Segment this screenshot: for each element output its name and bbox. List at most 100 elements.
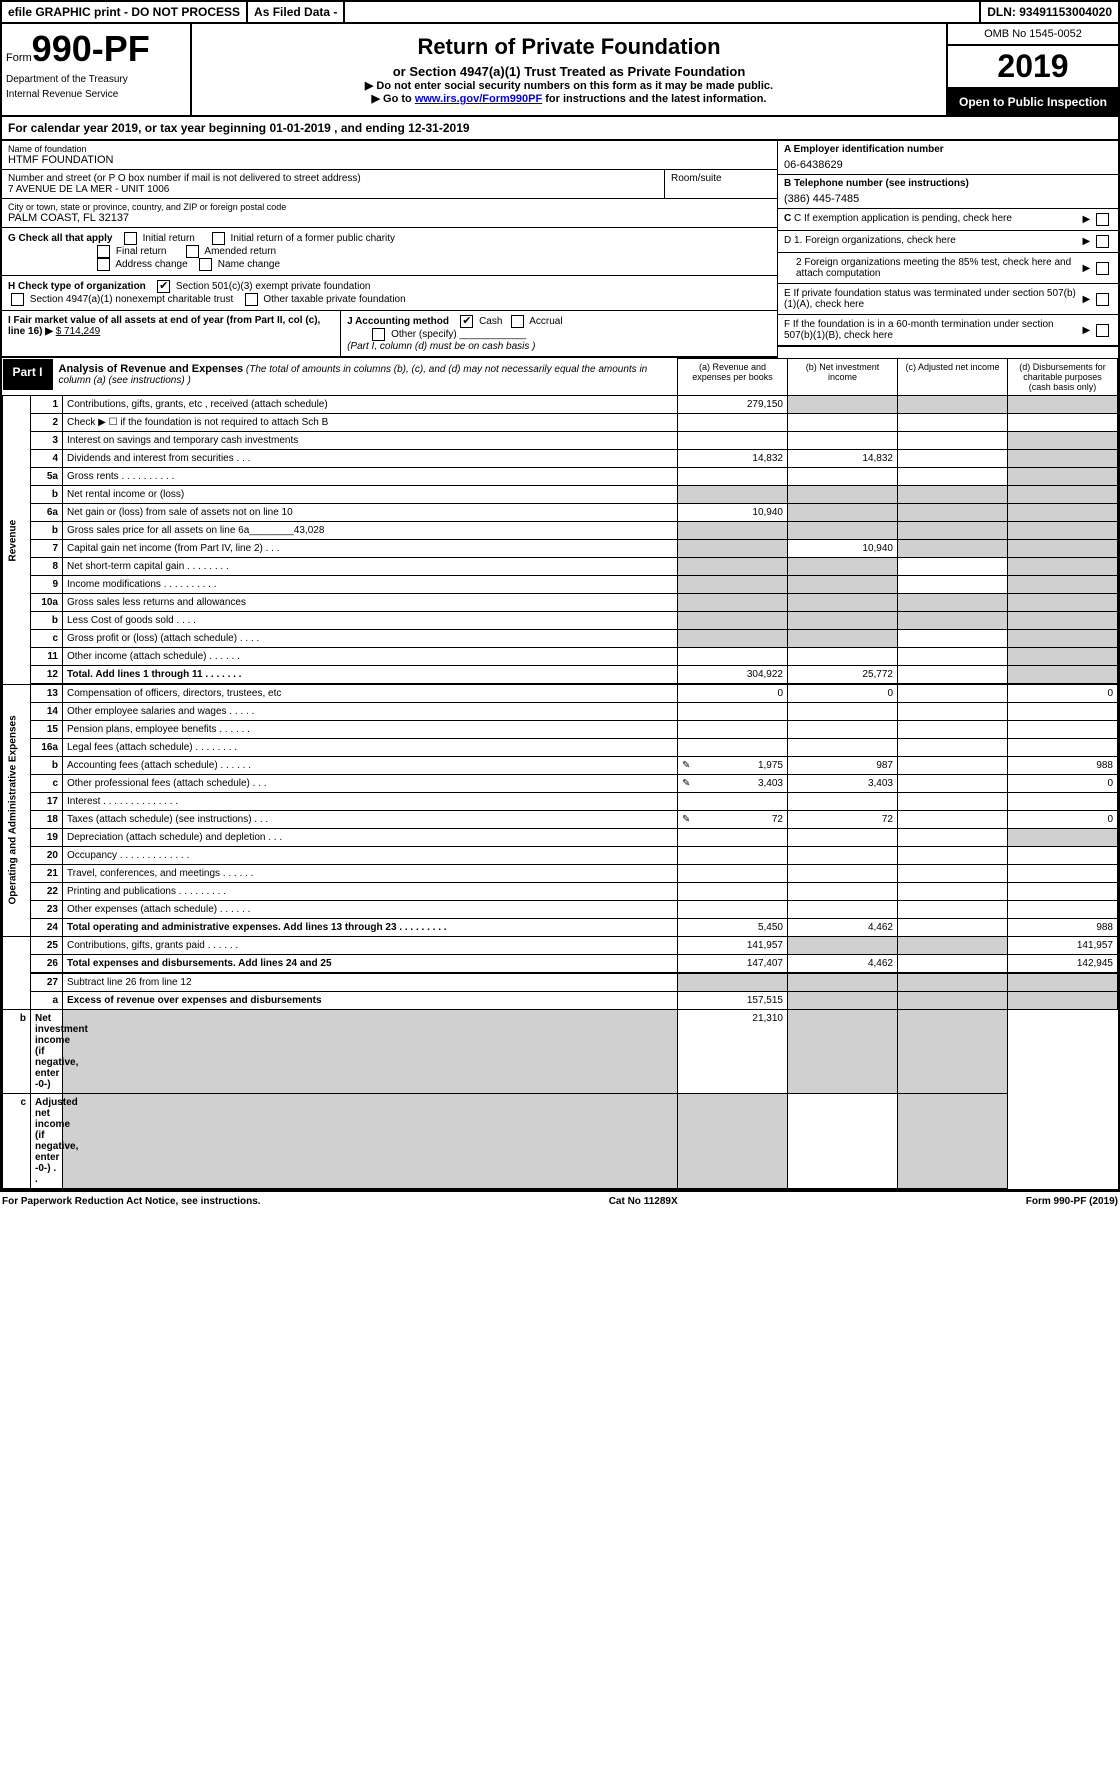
j-label: J Accounting method xyxy=(347,316,449,327)
amount-cell-b xyxy=(788,992,898,1010)
chk-c[interactable] xyxy=(1096,213,1109,226)
amount-cell-a: 5,450 xyxy=(678,919,788,937)
row-number: c xyxy=(3,1094,31,1189)
chk-e[interactable] xyxy=(1096,293,1109,306)
amount-cell-b xyxy=(788,522,898,540)
amount-cell-b xyxy=(788,414,898,432)
chk-initial-former[interactable] xyxy=(212,232,225,245)
chk-f[interactable] xyxy=(1096,324,1109,337)
amount-cell-b xyxy=(788,432,898,450)
amount-cell-a xyxy=(678,901,788,919)
row-description: Contributions, gifts, grants paid . . . … xyxy=(63,937,678,955)
row-number: 26 xyxy=(31,955,63,974)
table-row: 25Contributions, gifts, grants paid . . … xyxy=(3,937,1118,955)
amount-cell-c xyxy=(898,540,1008,558)
amount-cell-d: 0 xyxy=(1008,811,1118,829)
amount-cell-d xyxy=(1008,576,1118,594)
amount-cell-a xyxy=(678,721,788,739)
section-d1: D 1. Foreign organizations, check here ▶ xyxy=(778,231,1118,253)
amount-cell-c xyxy=(898,973,1008,992)
chk-501c3[interactable] xyxy=(157,280,170,293)
attachment-icon[interactable]: ✎ xyxy=(682,814,690,825)
phone-value: (386) 445-7485 xyxy=(784,193,1112,205)
h-opt3: Other taxable private foundation xyxy=(263,294,405,305)
amount-cell-d xyxy=(1008,540,1118,558)
chk-d2[interactable] xyxy=(1096,262,1109,275)
amount-cell-b: 25,772 xyxy=(788,666,898,685)
amount-cell-a: ✎1,975 xyxy=(678,757,788,775)
amount-cell-c xyxy=(788,1010,898,1094)
amount-cell-a xyxy=(678,703,788,721)
amount-cell-c xyxy=(898,775,1008,793)
amount-cell-d xyxy=(1008,901,1118,919)
section-e: E If private foundation status was termi… xyxy=(778,284,1118,315)
table-row: 23Other expenses (attach schedule) . . .… xyxy=(3,901,1118,919)
amount-cell-c xyxy=(898,666,1008,685)
amount-cell-a xyxy=(63,1010,678,1094)
entity-left-col: Name of foundation HTMF FOUNDATION Numbe… xyxy=(2,141,777,358)
col-d-header: (d) Disbursements for charitable purpose… xyxy=(1008,359,1118,396)
city-row: City or town, state or province, country… xyxy=(2,199,777,228)
chk-accrual[interactable] xyxy=(511,315,524,328)
amount-cell-b xyxy=(788,793,898,811)
row-description: Income modifications . . . . . . . . . . xyxy=(63,576,678,594)
chk-name-change[interactable] xyxy=(199,258,212,271)
row-description: Legal fees (attach schedule) . . . . . .… xyxy=(63,739,678,757)
footer-right: Form 990-PF (2019) xyxy=(1026,1196,1118,1207)
chk-initial[interactable] xyxy=(124,232,137,245)
part1-title: Analysis of Revenue and Expenses xyxy=(59,363,244,375)
row-description: Net rental income or (loss) xyxy=(63,486,678,504)
table-row: bGross sales price for all assets on lin… xyxy=(3,522,1118,540)
row-description: Total operating and administrative expen… xyxy=(63,919,678,937)
table-row: 9Income modifications . . . . . . . . . … xyxy=(3,576,1118,594)
amount-cell-d xyxy=(1008,522,1118,540)
row-number: 7 xyxy=(31,540,63,558)
amount-cell-a xyxy=(678,883,788,901)
chk-other-taxable[interactable] xyxy=(245,293,258,306)
amount-cell-d xyxy=(1008,721,1118,739)
table-row: 8Net short-term capital gain . . . . . .… xyxy=(3,558,1118,576)
table-row: 2Check ▶ ☐ if the foundation is not requ… xyxy=(3,414,1118,432)
i-value: $ 714,249 xyxy=(56,326,101,337)
chk-addr-change[interactable] xyxy=(97,258,110,271)
g-initial: Initial return xyxy=(143,233,195,244)
ein-row: A Employer identification number 06-6438… xyxy=(778,141,1118,175)
row-description: Other professional fees (attach schedule… xyxy=(63,775,678,793)
chk-amended[interactable] xyxy=(186,245,199,258)
form-number: Form990-PF xyxy=(6,28,186,70)
form-title-block: Return of Private Foundation or Section … xyxy=(192,24,946,115)
amount-cell-c xyxy=(898,630,1008,648)
table-row: 14Other employee salaries and wages . . … xyxy=(3,703,1118,721)
chk-final[interactable] xyxy=(97,245,110,258)
amount-cell-d xyxy=(898,1010,1008,1094)
table-row: 5aGross rents . . . . . . . . . . xyxy=(3,468,1118,486)
phone-label: B Telephone number (see instructions) xyxy=(784,178,1112,189)
chk-d1[interactable] xyxy=(1096,235,1109,248)
chk-4947[interactable] xyxy=(11,293,24,306)
chk-other-method[interactable] xyxy=(372,328,385,341)
attachment-icon[interactable]: ✎ xyxy=(682,760,690,771)
amount-cell-a xyxy=(678,847,788,865)
row-number: 15 xyxy=(31,721,63,739)
chk-cash[interactable] xyxy=(460,315,473,328)
attachment-icon[interactable]: ✎ xyxy=(682,778,690,789)
table-row: cOther professional fees (attach schedul… xyxy=(3,775,1118,793)
irs-link[interactable]: www.irs.gov/Form990PF xyxy=(415,93,542,105)
row-description: Gross sales less returns and allowances xyxy=(63,594,678,612)
table-row: 22Printing and publications . . . . . . … xyxy=(3,883,1118,901)
amount-cell-b xyxy=(788,576,898,594)
amount-cell-b: 21,310 xyxy=(678,1010,788,1094)
table-row: 16aLegal fees (attach schedule) . . . . … xyxy=(3,739,1118,757)
row-number: 2 xyxy=(31,414,63,432)
amount-cell-a: 10,940 xyxy=(678,504,788,522)
amount-cell-b xyxy=(788,630,898,648)
amount-cell-d: 0 xyxy=(1008,684,1118,703)
section-d2: 2 Foreign organizations meeting the 85% … xyxy=(778,253,1118,284)
amount-cell-a: ✎72 xyxy=(678,811,788,829)
amount-cell-b xyxy=(788,865,898,883)
row-description: Net gain or (loss) from sale of assets n… xyxy=(63,504,678,522)
row-description: Travel, conferences, and meetings . . . … xyxy=(63,865,678,883)
amount-cell-a: 304,922 xyxy=(678,666,788,685)
amount-cell-c xyxy=(898,558,1008,576)
inst2-pre: ▶ Go to xyxy=(372,93,415,105)
